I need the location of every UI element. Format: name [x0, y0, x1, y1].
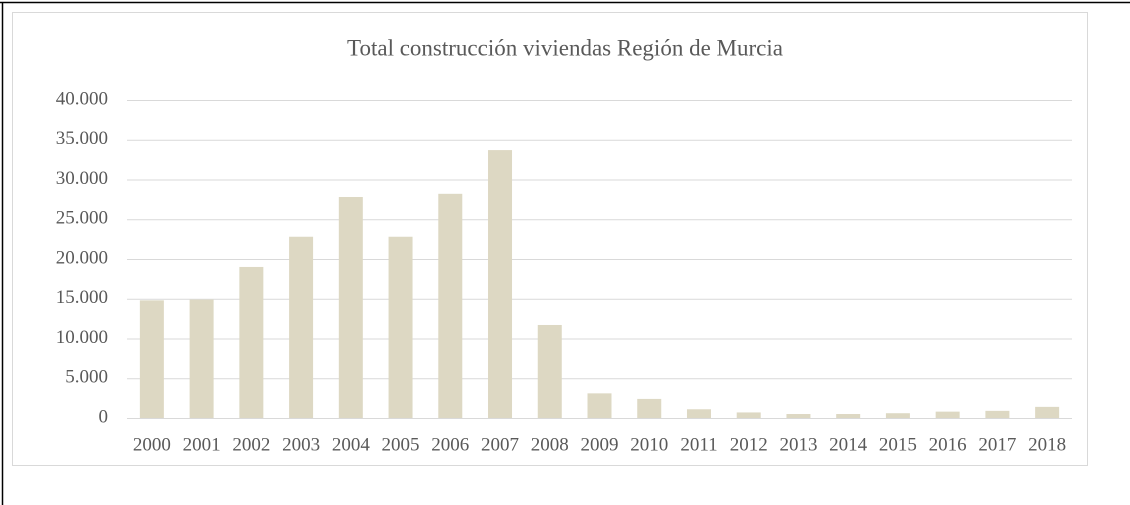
bar [388, 236, 413, 418]
bar [736, 412, 761, 418]
x-tick-label: 2005 [382, 434, 420, 455]
x-tick-label: 2017 [978, 434, 1016, 455]
y-tick-label: 20.000 [56, 247, 108, 268]
bar [885, 413, 910, 418]
x-tick-label: 2009 [581, 434, 619, 455]
x-tick-label: 2006 [431, 434, 469, 455]
x-tick-label: 2003 [282, 434, 320, 455]
x-tick-label: 2000 [133, 434, 171, 455]
y-tick-label: 0 [99, 406, 109, 427]
bar [587, 393, 612, 418]
bar [338, 196, 363, 418]
x-tick-label: 2012 [730, 434, 768, 455]
bar [836, 414, 861, 418]
y-tick-label: 10.000 [56, 327, 108, 348]
y-tick-label: 40.000 [56, 88, 108, 109]
chart-border [12, 12, 1088, 466]
x-tick-label: 2014 [829, 434, 868, 455]
bar [438, 193, 463, 418]
x-tick-label: 2015 [879, 434, 917, 455]
x-tick-label: 2004 [332, 434, 371, 455]
bar [239, 266, 264, 418]
bar [985, 410, 1010, 418]
bar [139, 300, 164, 418]
bar [1035, 406, 1060, 418]
bar [488, 150, 513, 418]
bar [935, 411, 960, 418]
bar [537, 324, 562, 418]
y-tick-label: 25.000 [56, 208, 108, 229]
x-tick-label: 2008 [531, 434, 569, 455]
x-tick-label: 2010 [630, 434, 668, 455]
y-tick-label: 35.000 [56, 128, 108, 149]
x-tick-label: 2002 [232, 434, 270, 455]
x-tick-label: 2018 [1028, 434, 1066, 455]
x-tick-label: 2001 [183, 434, 221, 455]
x-tick-label: 2016 [929, 434, 967, 455]
chart-title: Total construcción viviendas Región de M… [347, 35, 783, 60]
bar [786, 414, 811, 418]
y-tick-label: 5.000 [65, 367, 108, 388]
y-tick-label: 15.000 [56, 287, 108, 308]
bar [289, 236, 314, 418]
x-tick-label: 2013 [779, 434, 817, 455]
bar [637, 398, 662, 418]
y-tick-label: 30.000 [56, 168, 108, 189]
x-tick-label: 2011 [680, 434, 717, 455]
x-tick-label: 2007 [481, 434, 519, 455]
bar [686, 409, 711, 418]
bar [189, 299, 214, 418]
